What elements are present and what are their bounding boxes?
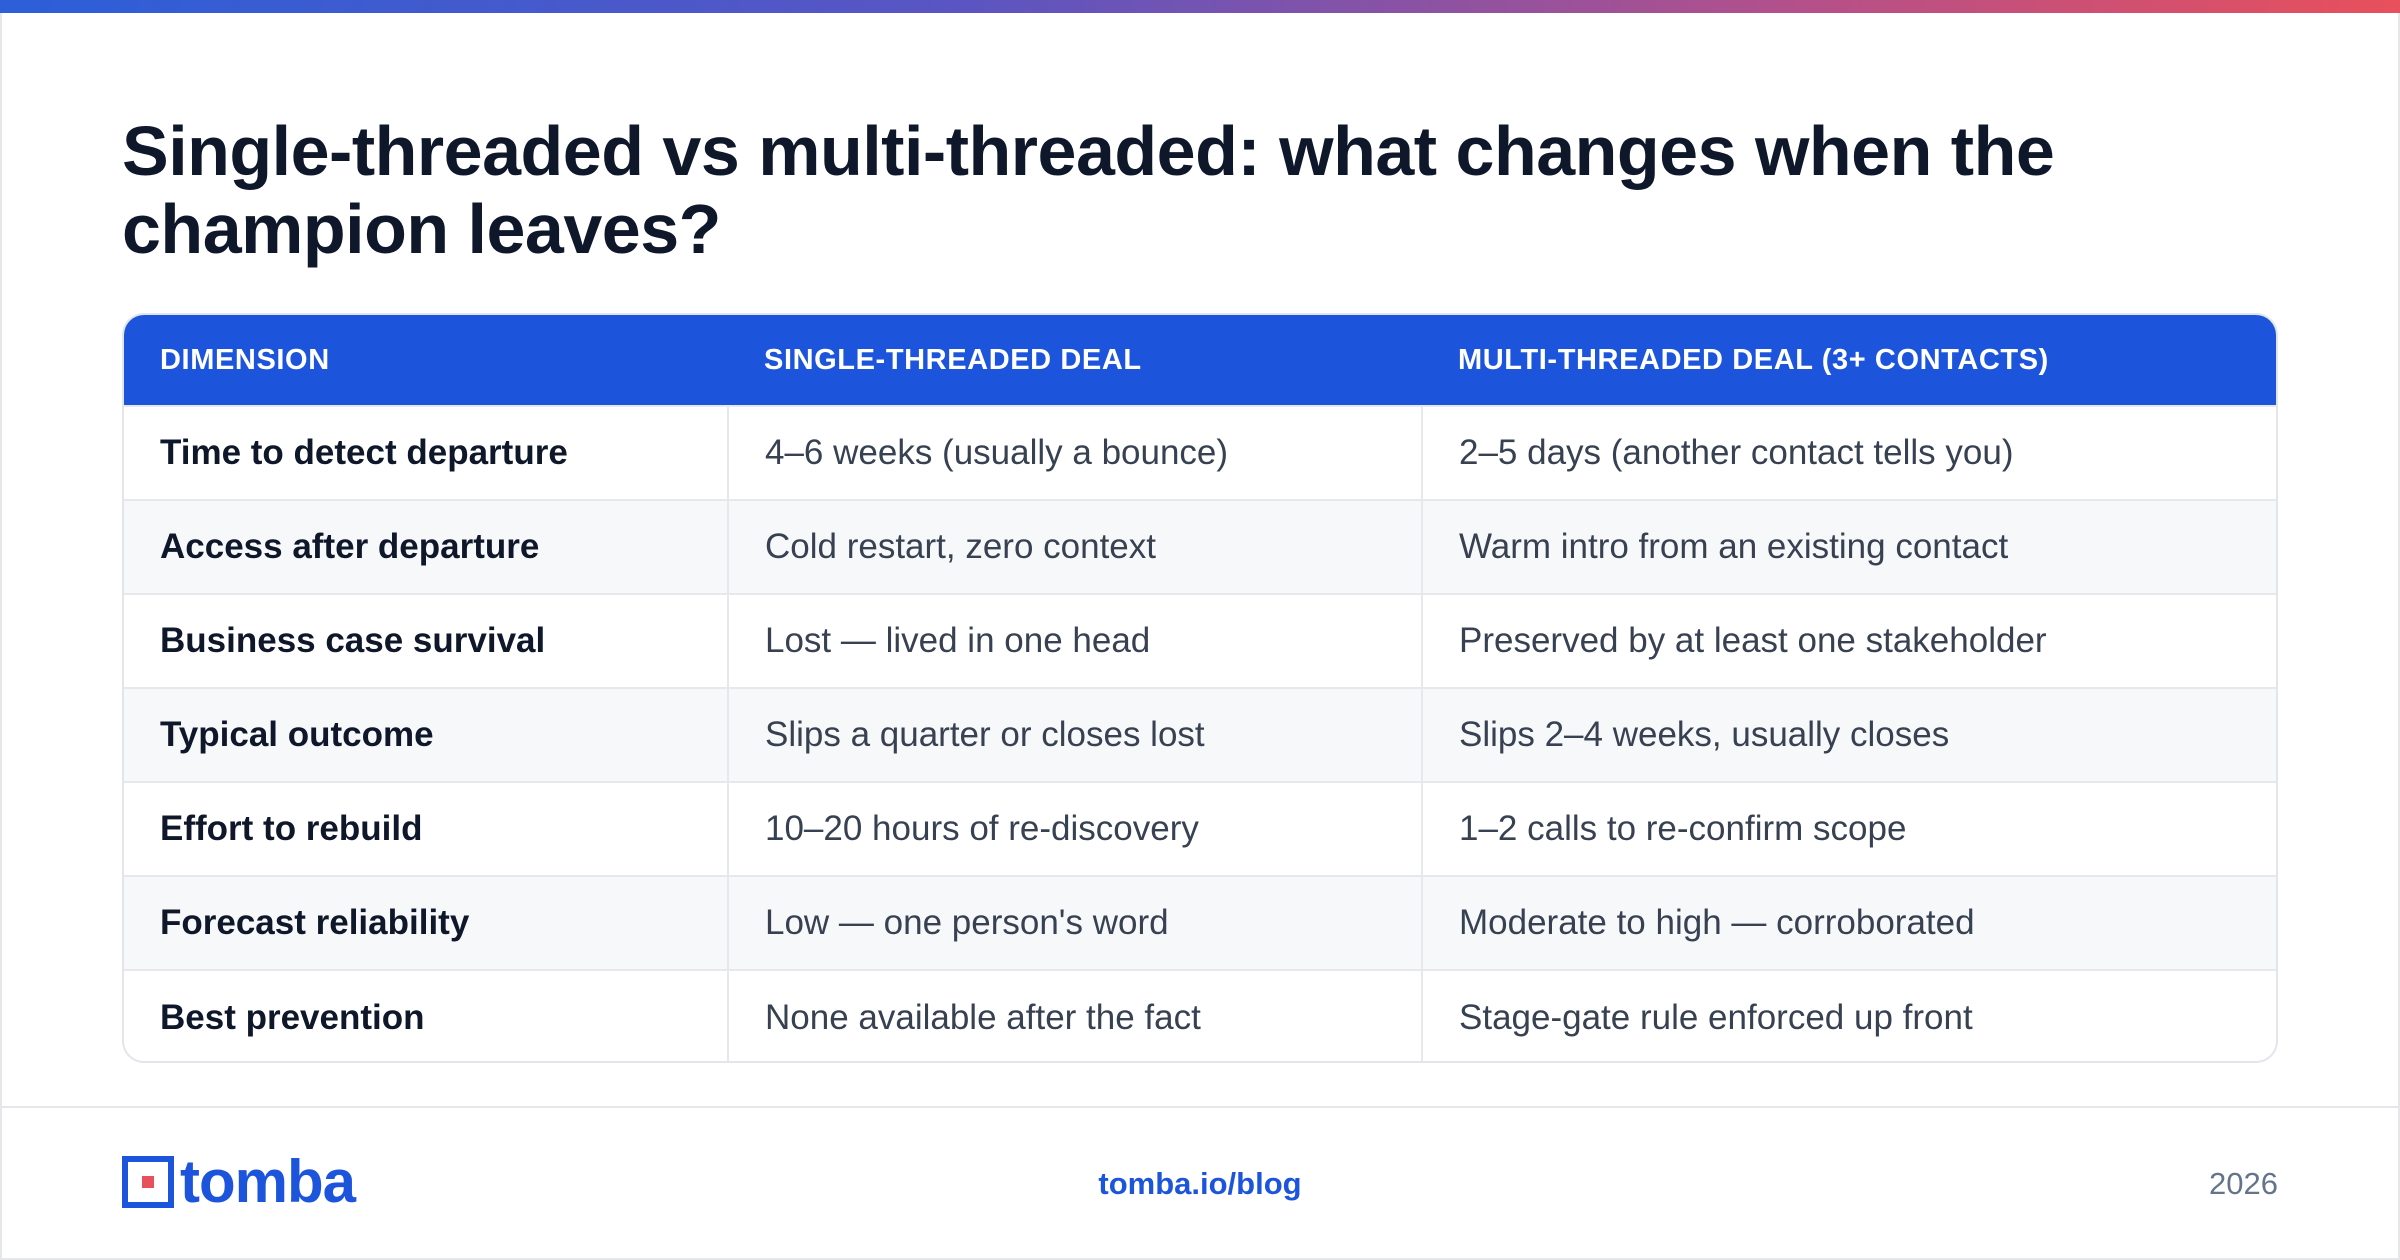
blog-url-link[interactable]: tomba.io/blog bbox=[1098, 1166, 1302, 1201]
table-header-row: DIMENSION SINGLE-THREADED DEAL MULTI-THR… bbox=[124, 315, 2276, 406]
row-multi-value: Preserved by at least one stakeholder bbox=[1421, 594, 2276, 688]
row-single-value: None available after the fact bbox=[727, 970, 1422, 1061]
row-single-value: 4–6 weeks (usually a bounce) bbox=[727, 406, 1422, 500]
row-single-value: Lost — lived in one head bbox=[727, 594, 1422, 688]
table-row: Forecast reliability Low — one person's … bbox=[124, 876, 2276, 970]
row-dimension: Forecast reliability bbox=[160, 903, 470, 942]
row-single-value: 10–20 hours of re-discovery bbox=[727, 782, 1422, 876]
row-single-value: Low — one person's word bbox=[727, 876, 1422, 970]
row-dimension: Effort to rebuild bbox=[160, 809, 423, 848]
row-dimension: Typical outcome bbox=[160, 715, 434, 754]
row-single-value: Cold restart, zero context bbox=[727, 500, 1422, 594]
page-title: Single-threaded vs multi-threaded: what … bbox=[122, 112, 2055, 268]
logo-wordmark: tomba bbox=[180, 1148, 356, 1215]
top-gradient-bar bbox=[0, 0, 2400, 13]
row-dimension: Business case survival bbox=[160, 621, 546, 660]
row-single-value: Slips a quarter or closes lost bbox=[727, 688, 1422, 782]
header-single-threaded: SINGLE-THREADED DEAL bbox=[764, 343, 1142, 376]
row-dimension: Access after departure bbox=[160, 527, 540, 566]
row-multi-value: Stage-gate rule enforced up front bbox=[1421, 970, 2276, 1061]
footer-divider bbox=[0, 1106, 2400, 1108]
footer-year: 2026 bbox=[2209, 1166, 2278, 1201]
table-row: Best prevention None available after the… bbox=[124, 970, 2276, 1061]
table-row: Typical outcome Slips a quarter or close… bbox=[124, 688, 2276, 782]
table-row: Access after departure Cold restart, zer… bbox=[124, 500, 2276, 594]
row-dimension: Best prevention bbox=[160, 997, 425, 1037]
table-row: Business case survival Lost — lived in o… bbox=[124, 594, 2276, 688]
tomba-logo[interactable]: tomba bbox=[122, 1148, 356, 1215]
row-multi-value: 1–2 calls to re-confirm scope bbox=[1421, 782, 2276, 876]
row-dimension: Time to detect departure bbox=[160, 433, 568, 472]
header-multi-threaded: MULTI-THREADED DEAL (3+ CONTACTS) bbox=[1458, 343, 2049, 376]
row-multi-value: Moderate to high — corroborated bbox=[1421, 876, 2276, 970]
table-row: Time to detect departure 4–6 weeks (usua… bbox=[124, 406, 2276, 500]
comparison-table: DIMENSION SINGLE-THREADED DEAL MULTI-THR… bbox=[122, 313, 2278, 1063]
row-multi-value: 2–5 days (another contact tells you) bbox=[1421, 406, 2276, 500]
tomba-logo-icon bbox=[122, 1156, 174, 1208]
row-multi-value: Slips 2–4 weeks, usually closes bbox=[1421, 688, 2276, 782]
header-dimension: DIMENSION bbox=[160, 343, 330, 376]
table-row: Effort to rebuild 10–20 hours of re-disc… bbox=[124, 782, 2276, 876]
row-multi-value: Warm intro from an existing contact bbox=[1421, 500, 2276, 594]
